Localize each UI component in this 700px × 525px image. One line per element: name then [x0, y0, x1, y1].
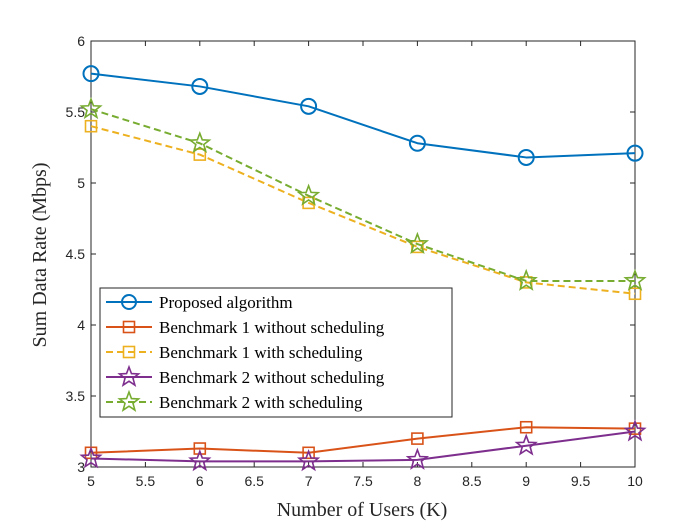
x-tick-label: 8: [414, 473, 422, 489]
data-point: [519, 276, 533, 289]
legend-item: Benchmark 1 with scheduling: [106, 343, 363, 362]
x-tick-label: 6.5: [244, 473, 264, 489]
series-line: [90, 108, 635, 282]
data-point: [411, 240, 424, 254]
series-line: [90, 125, 636, 295]
data-point: [628, 287, 642, 301]
x-tick-label: 10: [627, 473, 643, 489]
data-point: [300, 97, 318, 115]
data-point: [188, 449, 212, 472]
legend-label: Proposed algorithm: [159, 293, 293, 312]
legend-marker: [122, 320, 136, 334]
legend-box: [99, 287, 453, 418]
data-point: [519, 420, 533, 434]
x-tick-label: 5.5: [136, 473, 156, 489]
legend-label: Benchmark 2 without scheduling: [159, 368, 385, 387]
series-line: [90, 72, 636, 159]
legend-item: Benchmark 2 with scheduling: [106, 389, 363, 412]
data-point: [191, 77, 209, 95]
data-point: [405, 447, 430, 470]
x-tick-label: 7: [305, 473, 313, 489]
legend-marker: [122, 345, 136, 359]
data-point: [296, 183, 321, 206]
series-line: [90, 430, 636, 463]
y-tick-label: 6: [77, 33, 85, 49]
data-point: [411, 432, 424, 445]
x-tick-label: 9: [522, 473, 530, 489]
x-tick-label: 5: [87, 473, 95, 489]
legend-item: Benchmark 1 without scheduling: [106, 318, 385, 337]
legend-item: Benchmark 2 without scheduling: [106, 364, 385, 387]
data-point: [517, 148, 535, 166]
y-tick-label: 5.5: [66, 104, 86, 120]
series-4: [79, 419, 647, 472]
data-point: [193, 442, 207, 455]
axes: 5 5.5 6 6.5 7 7.5 8 8.5 9 9.5 10 3 3.5 4 4.5 5 5.5 6: [66, 33, 643, 489]
y-tick-label: 4: [77, 317, 85, 333]
y-tick-label: 4.5: [66, 246, 86, 262]
data-point: [405, 231, 430, 254]
data-point: [296, 449, 321, 472]
x-tick-label: 7.5: [353, 473, 373, 489]
data-point: [79, 96, 103, 120]
series-layer: [79, 65, 647, 472]
legend-label: Benchmark 1 without scheduling: [159, 318, 385, 337]
series-1: [82, 65, 644, 166]
data-point: [514, 268, 538, 291]
legend-item: Proposed algorithm: [106, 293, 293, 312]
data-point: [84, 119, 98, 133]
y-tick-label: 3: [77, 459, 85, 475]
y-tick-label: 3.5: [66, 388, 86, 404]
legend-label: Benchmark 2 with scheduling: [159, 393, 363, 412]
legend-marker: [117, 389, 141, 412]
data-point: [79, 446, 103, 469]
data-point: [626, 144, 644, 162]
data-point: [193, 148, 207, 161]
x-tick-label: 8.5: [462, 473, 482, 489]
data-point: [302, 446, 315, 460]
series-5: [79, 96, 647, 291]
data-point: [82, 65, 100, 83]
series-line: [90, 426, 636, 454]
legend-marker: [121, 294, 137, 310]
x-axis-label: Number of Users (K): [277, 499, 448, 521]
data-point: [623, 419, 647, 442]
x-tick-label: 9.5: [571, 473, 591, 489]
legend: Proposed algorithm Benchmark 1 without sc…: [99, 287, 453, 418]
data-point: [623, 268, 647, 291]
data-point: [408, 134, 426, 152]
y-axis-label: Sum Data Rate (Mbps): [29, 163, 51, 348]
legend-label: Benchmark 1 with scheduling: [159, 343, 363, 362]
data-point: [188, 130, 212, 154]
x-tick-label: 6: [196, 473, 204, 489]
data-point: [514, 433, 538, 456]
legend-marker: [117, 364, 141, 387]
y-tick-label: 5: [77, 175, 85, 191]
